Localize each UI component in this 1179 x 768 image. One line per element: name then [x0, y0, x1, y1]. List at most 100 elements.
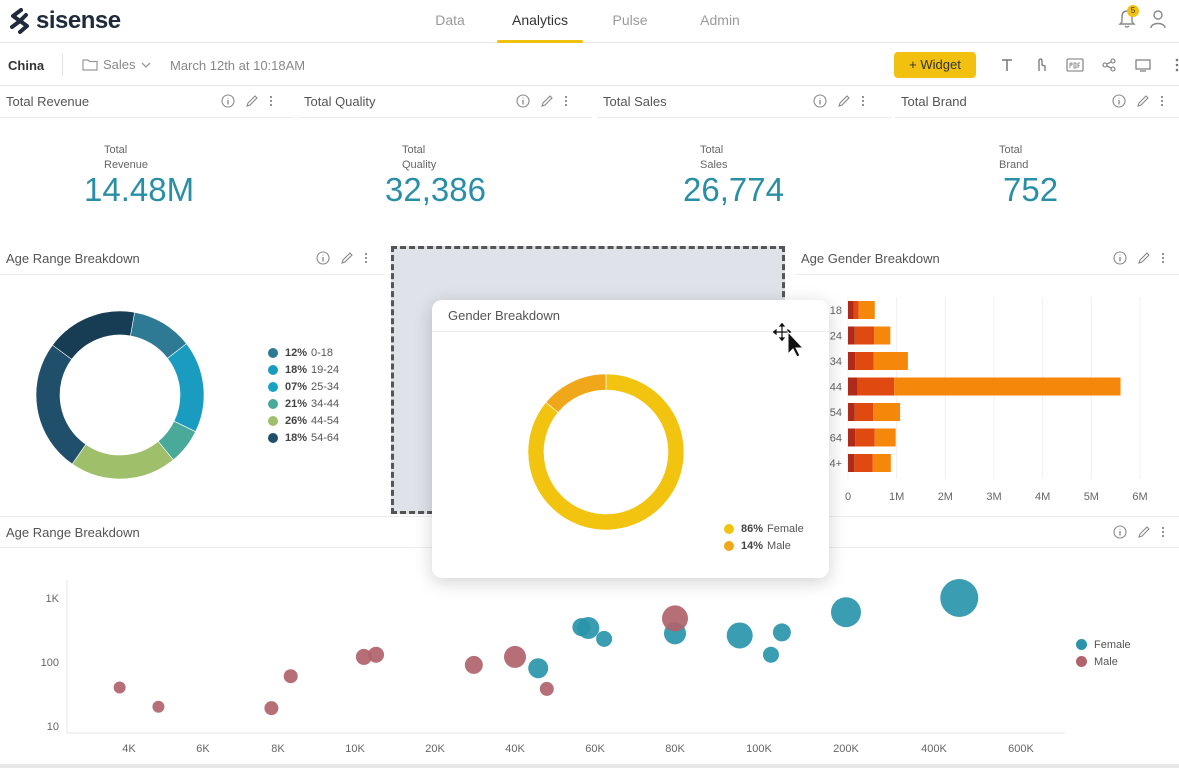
edit-pencil-icon[interactable]	[1137, 525, 1151, 539]
user-icon[interactable]	[1149, 9, 1167, 29]
widget-header-actions	[221, 94, 273, 108]
scatter-point-female[interactable]	[772, 623, 791, 642]
scatter-point-male[interactable]	[368, 646, 385, 663]
bar-segment[interactable]	[853, 301, 859, 319]
more-options-icon[interactable]	[364, 251, 368, 265]
scatter-point-female[interactable]	[596, 630, 613, 647]
edit-pencil-icon[interactable]	[340, 251, 354, 265]
toolbar-actions	[990, 56, 1179, 74]
pdf-export-icon[interactable]	[1058, 56, 1092, 74]
tab-pulse[interactable]: Pulse	[612, 12, 648, 28]
more-options-icon[interactable]	[564, 94, 568, 108]
info-icon[interactable]	[1113, 251, 1127, 265]
more-options-icon[interactable]	[269, 94, 273, 108]
gender-breakdown-widget-dragging[interactable]: Gender Breakdown 86% Female 14% Male	[432, 300, 829, 578]
bar-segment[interactable]	[858, 301, 875, 319]
legend-item[interactable]: 26% 44-54	[268, 412, 339, 429]
widget-title: Age Range Breakdown	[6, 251, 140, 266]
scatter-point-female[interactable]	[831, 597, 861, 628]
bar-segment[interactable]	[874, 428, 896, 447]
legend-item[interactable]: 21% 34-44	[268, 395, 339, 412]
scatter-point-male[interactable]	[464, 655, 483, 674]
gender-slice-Male[interactable]	[545, 373, 607, 413]
info-icon[interactable]	[316, 251, 330, 265]
text-tool-icon[interactable]	[990, 56, 1024, 74]
legend-item-female[interactable]: Female	[1076, 636, 1131, 653]
notifications-button[interactable]: 5	[1117, 5, 1139, 30]
bar-segment[interactable]	[848, 428, 856, 447]
info-icon[interactable]	[1113, 525, 1127, 539]
edit-pencil-icon[interactable]	[837, 94, 851, 108]
bar-segment[interactable]	[848, 352, 856, 370]
tab-admin[interactable]: Admin	[700, 12, 740, 28]
sisense-logo[interactable]: sisense	[8, 7, 121, 35]
presentation-icon[interactable]	[1126, 56, 1160, 74]
scatter-point-male[interactable]	[264, 701, 279, 716]
bar-segment[interactable]	[848, 377, 858, 396]
scatter-point-male[interactable]	[283, 669, 298, 684]
tab-data[interactable]: Data	[435, 12, 465, 28]
bar-segment[interactable]	[848, 403, 855, 421]
tab-analytics[interactable]: Analytics	[495, 0, 585, 43]
info-icon[interactable]	[221, 94, 235, 108]
bar-segment[interactable]	[848, 301, 854, 319]
scatter-point-female[interactable]	[577, 616, 600, 639]
scatter-point-female[interactable]	[726, 622, 753, 649]
bar-segment[interactable]	[894, 377, 1121, 396]
scatter-point-male[interactable]	[662, 605, 688, 632]
legend-label: 25-34	[311, 380, 340, 393]
scatter-point-female[interactable]	[940, 579, 979, 617]
bar-segment[interactable]	[872, 454, 891, 472]
more-options-icon[interactable]	[1161, 525, 1165, 539]
share-icon[interactable]	[1092, 56, 1126, 74]
bar-segment[interactable]	[854, 403, 874, 421]
bar-segment[interactable]	[854, 454, 873, 472]
scatter-point-male[interactable]	[539, 681, 554, 696]
legend-item-male[interactable]: 14% Male	[724, 537, 804, 554]
scatter-point-male[interactable]	[504, 645, 526, 668]
bar-segment[interactable]	[873, 352, 908, 370]
legend-item[interactable]: 12% 0-18	[268, 344, 339, 361]
gender-slice-Female[interactable]	[527, 373, 685, 531]
add-widget-button[interactable]: + Widget	[894, 52, 976, 78]
y-tick-label: 64	[830, 433, 842, 445]
legend-item[interactable]: 18% 19-24	[268, 361, 339, 378]
age-range-slice-44-54[interactable]	[35, 344, 87, 465]
legend-item[interactable]: 07% 25-34	[268, 378, 339, 395]
legend-item-male[interactable]: Male	[1076, 653, 1131, 670]
scatter-point-female[interactable]	[528, 658, 549, 679]
bar-segment[interactable]	[857, 377, 895, 396]
age-range-slice-54-64[interactable]	[52, 310, 135, 360]
edit-pencil-icon[interactable]	[1137, 251, 1151, 265]
bar-segment[interactable]	[874, 326, 891, 345]
more-options-icon[interactable]	[861, 94, 865, 108]
folder-selector[interactable]: Sales	[82, 57, 151, 72]
widget-title: Total Sales	[603, 94, 667, 109]
more-options-icon[interactable]	[1160, 94, 1164, 108]
edit-pencil-icon[interactable]	[540, 94, 554, 108]
age-range-slice-19-24[interactable]	[167, 343, 205, 433]
age-range-slice-34-44[interactable]	[71, 440, 174, 480]
scatter-point-male[interactable]	[152, 700, 165, 713]
bar-segment[interactable]	[854, 326, 875, 345]
bar-segment[interactable]	[848, 326, 855, 345]
more-options-icon[interactable]	[1161, 251, 1165, 265]
widget-header-total-revenue: Total Revenue	[0, 86, 294, 118]
bar-segment[interactable]	[855, 428, 875, 447]
scatter-point-female[interactable]	[762, 646, 779, 663]
scatter-point-male[interactable]	[355, 648, 372, 665]
edit-pencil-icon[interactable]	[245, 94, 259, 108]
more-options-icon[interactable]	[1160, 56, 1179, 74]
legend-label: 19-24	[311, 363, 340, 376]
edit-pencil-icon[interactable]	[1136, 94, 1150, 108]
touch-icon[interactable]	[1024, 56, 1058, 74]
info-icon[interactable]	[1112, 94, 1126, 108]
bar-segment[interactable]	[873, 403, 901, 421]
legend-item[interactable]: 18% 54-64	[268, 429, 339, 446]
scatter-point-male[interactable]	[113, 681, 126, 694]
bar-segment[interactable]	[848, 454, 855, 472]
info-icon[interactable]	[813, 94, 827, 108]
bar-segment[interactable]	[855, 352, 874, 370]
legend-item-female[interactable]: 86% Female	[724, 520, 804, 537]
info-icon[interactable]	[516, 94, 530, 108]
